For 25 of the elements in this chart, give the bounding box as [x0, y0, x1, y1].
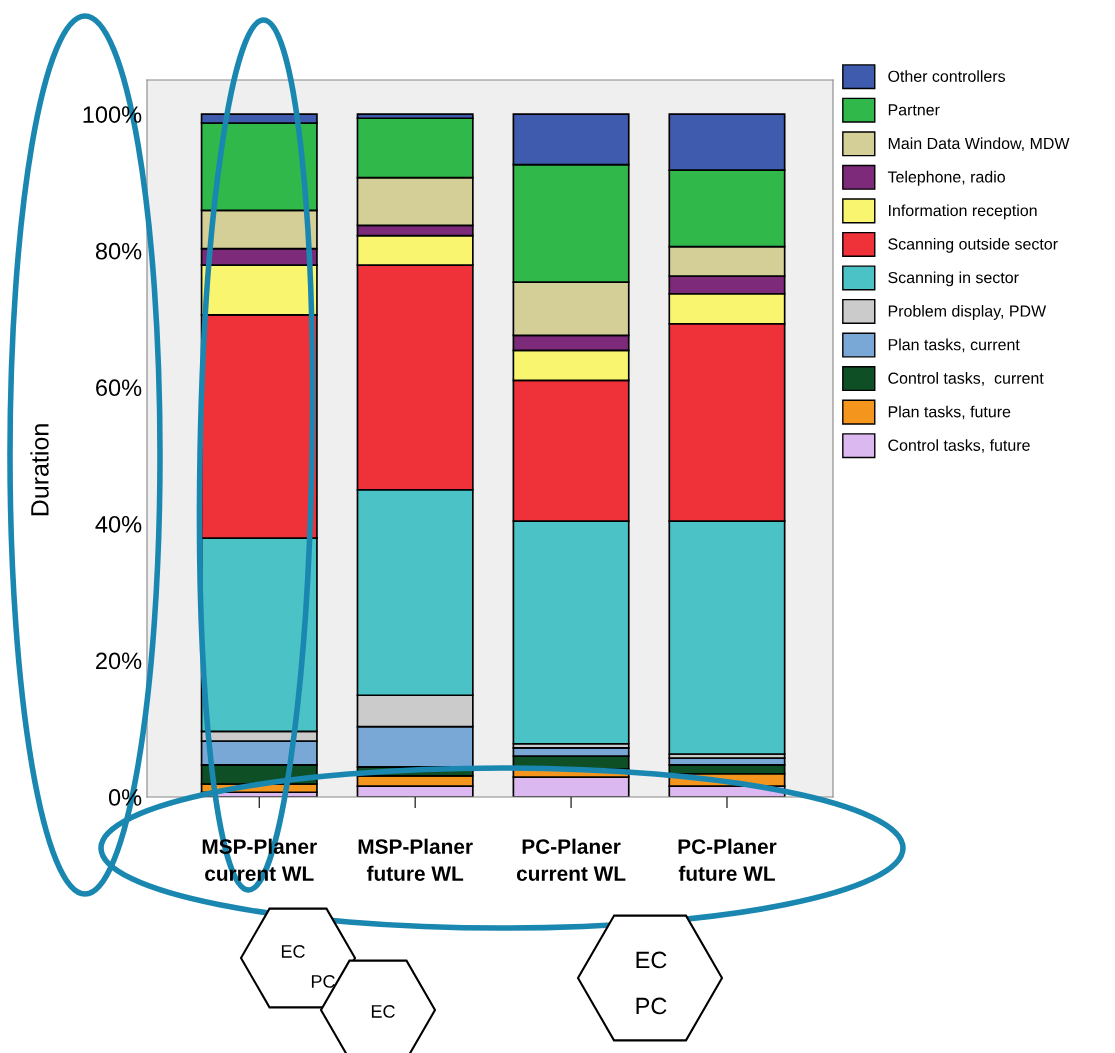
legend-label: Control tasks, current: [888, 372, 1044, 386]
y-tick-label: 80%: [95, 242, 142, 260]
text: EC: [371, 1005, 395, 1018]
legend-label: Scanning in sector: [888, 271, 1019, 287]
legend-label: Telephone, radio: [887, 170, 1005, 186]
y-tick-label: 60%: [96, 379, 142, 397]
legend-label: Control tasks, future: [888, 439, 1030, 453]
legend-label: Scanning outside sector: [888, 237, 1058, 253]
text: EC: [281, 945, 305, 958]
text: EC: [636, 951, 667, 969]
text: PC: [636, 997, 667, 1015]
x-tick-label: MSP-Planer future WL: [358, 838, 473, 881]
x-tick-label: PC-Planer current WL: [516, 838, 626, 881]
y-tick-label: 40%: [95, 515, 142, 533]
legend-label: Partner: [888, 104, 940, 116]
legend-label: Problem display, PDW: [888, 305, 1047, 320]
legend-label: Plan tasks, future: [888, 405, 1011, 420]
text: PC: [311, 975, 335, 988]
x-tick-label: PC-Planer future WL: [678, 838, 777, 881]
legend-label: Plan tasks, current: [888, 338, 1020, 353]
y-tick-label: 20%: [96, 652, 142, 670]
y-axis-title: Duration: [30, 424, 49, 516]
legend-label: Other controllers: [888, 70, 1006, 82]
legend-label: Information reception: [889, 204, 1037, 220]
legend-label: Main Data Window, MDW: [888, 137, 1070, 151]
